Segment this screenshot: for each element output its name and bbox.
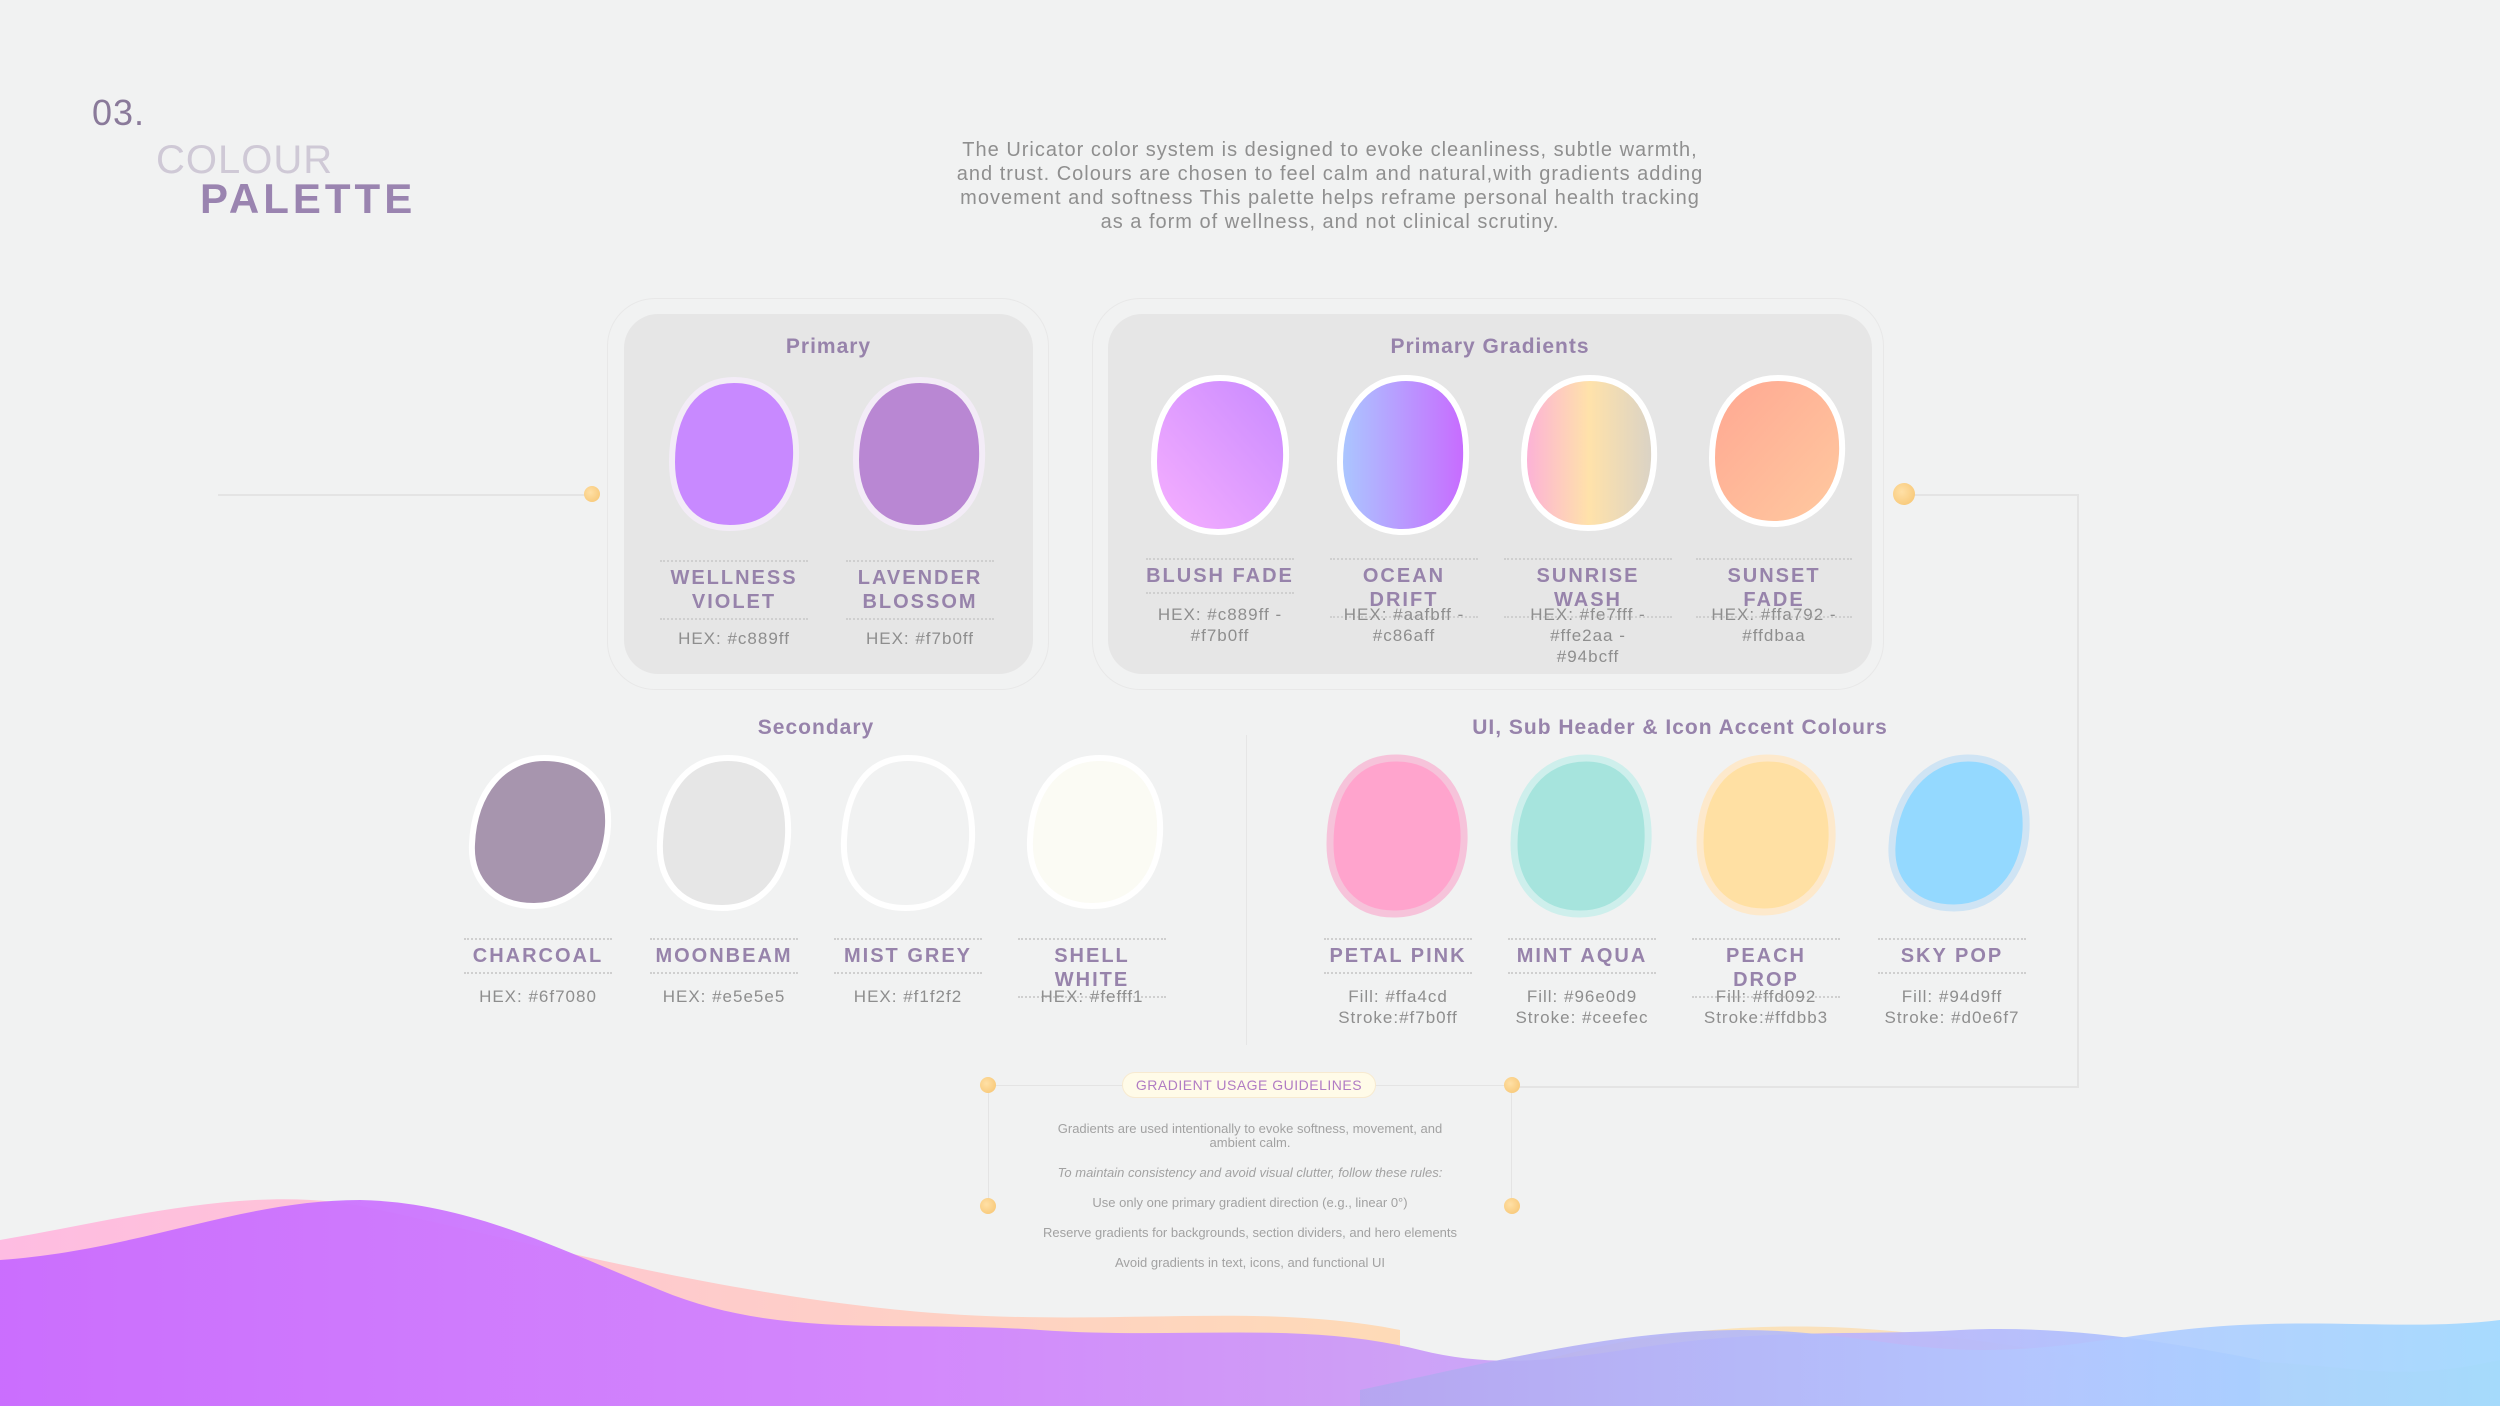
swatch-hex: HEX: #c889ff: [678, 629, 790, 648]
title-colour: COLOUR: [156, 138, 334, 182]
mint-aqua-swatch: [1510, 754, 1652, 918]
wellness-violet-swatch: [668, 376, 800, 532]
connector-dot: [1893, 483, 1915, 505]
shell-white-swatch: [1026, 754, 1164, 910]
primary-title: Primary: [785, 335, 872, 358]
ocean-drift-swatch: [1336, 374, 1470, 536]
guide-corner-dot: [1504, 1077, 1520, 1093]
guideline-text: To maintain consistency and avoid visual…: [1057, 1165, 1443, 1180]
hex-line: #ffe2aa -: [1550, 626, 1626, 645]
intro-paragraph: The Uricator color system is designed to…: [800, 138, 1860, 234]
sky-pop-swatch: [1888, 754, 2030, 912]
swatch-hex: Fill: #ffa4cd Stroke:#f7b0ff: [1306, 986, 1490, 1028]
swatch-hex: HEX: #e5e5e5: [662, 987, 786, 1006]
connector-line-left: [218, 494, 588, 496]
swatch-name: MINT AQUA: [1508, 938, 1656, 974]
intro-line: as a form of wellness, and not clinical …: [1100, 211, 1560, 233]
sunset-fade-swatch: [1708, 374, 1846, 528]
hex-line: #94bcff: [1556, 647, 1620, 666]
divider-vertical: [1246, 735, 1247, 1045]
swatch-hex: HEX: #c889ff - #f7b0ff: [1130, 604, 1310, 646]
swatch-name: SUNSET FADE: [1696, 558, 1852, 618]
swatch-name: MOONBEAM: [650, 938, 798, 974]
hex-line: #f7b0ff: [1190, 626, 1250, 645]
guideline-text: Use only one primary gradient direction …: [1092, 1195, 1408, 1210]
guideline-text: Avoid gradients in text, icons, and func…: [1114, 1255, 1386, 1270]
connector-line-bottom: [1510, 1086, 2078, 1088]
blush-fade-swatch: [1150, 374, 1290, 536]
mist-grey-swatch: [840, 754, 976, 912]
intro-line: and trust. Colours are chosen to feel ca…: [956, 163, 1704, 185]
intro-line: The Uricator color system is designed to…: [962, 139, 1698, 161]
swatch-name: PEACH DROP: [1692, 938, 1840, 998]
hex-line: HEX: #fe7fff -: [1530, 605, 1646, 624]
guideline-text: ambient calm.: [1209, 1135, 1291, 1150]
swatch-hex: Fill: #94d9ff Stroke: #d0e6f7: [1860, 986, 2044, 1028]
swatch-name: BLUSH FADE: [1146, 558, 1294, 594]
hex-line: Fill: #94d9ff: [1901, 987, 2003, 1006]
swatch-name: PETAL PINK: [1324, 938, 1472, 974]
hex-line: #ffdbaa: [1742, 626, 1806, 645]
sunrise-wash-swatch: [1520, 374, 1658, 532]
guidelines-title: GRADIENT USAGE GUIDELINES: [1122, 1072, 1376, 1098]
hex-line: HEX: #c889ff -: [1157, 605, 1283, 624]
guide-corner-dot: [1504, 1198, 1520, 1214]
hex-line: #c86aff: [1372, 626, 1436, 645]
title-palette: PALETTE: [200, 175, 417, 222]
swatch-name-line: VIOLET: [691, 591, 777, 613]
charcoal-swatch: [468, 754, 612, 910]
swatch-name: OCEAN DRIFT: [1330, 558, 1478, 618]
section-number: 03.: [92, 92, 146, 133]
hex-line: Stroke: #d0e6f7: [1884, 1008, 2020, 1027]
swatch-hex: HEX: #f1f2f2: [853, 987, 963, 1006]
swatch-hex: HEX: #f7b0ff: [865, 629, 975, 648]
swatch-name: SHELL WHITE: [1018, 938, 1166, 998]
swatch-hex: Fill: #96e0d9 Stroke: #ceefec: [1490, 986, 1674, 1028]
moonbeam-swatch: [656, 754, 792, 912]
guide-frame-left: [988, 1085, 989, 1207]
guide-corner-dot: [980, 1198, 996, 1214]
hex-line: HEX: #ffa792 -: [1711, 605, 1837, 624]
connector-line-right-vertical: [2077, 494, 2079, 1088]
guideline-text: Gradients are used intentionally to evok…: [1057, 1121, 1443, 1136]
swatch-hex: Fill: #ffd092 Stroke:#ffdbb3: [1674, 986, 1858, 1028]
swatch-hex: HEX: #6f7080: [479, 987, 597, 1006]
hex-line: HEX: #aafbff -: [1343, 605, 1465, 624]
decorative-waves: [0, 1199, 2500, 1406]
petal-pink-swatch: [1326, 754, 1468, 918]
swatch-hex: HEX: #fefff1: [1040, 987, 1144, 1006]
guide-corner-dot: [980, 1077, 996, 1093]
swatch-hex: HEX: #ffa792 - #ffdbaa: [1684, 604, 1864, 646]
peach-drop-swatch: [1696, 754, 1836, 916]
intro-line: movement and softness This palette helps…: [960, 187, 1700, 209]
hex-line: Fill: #96e0d9: [1526, 987, 1638, 1006]
swatch-name: CHARCOAL: [464, 938, 612, 974]
hex-line: Stroke:#ffdbb3: [1703, 1008, 1829, 1027]
swatch-name: LAVENDER BLOSSOM: [846, 560, 994, 620]
swatch-name-line: WELLNESS: [670, 567, 798, 589]
guideline-text: Reserve gradients for backgrounds, secti…: [1042, 1225, 1458, 1240]
swatch-name: SUNRISE WASH: [1504, 558, 1672, 618]
hex-line: Stroke:#f7b0ff: [1338, 1008, 1458, 1027]
swatch-name: SKY POP: [1878, 938, 2026, 974]
gradients-panel-frame: [1092, 298, 1884, 690]
swatch-name: MIST GREY: [834, 938, 982, 974]
swatch-name: WELLNESS VIOLET: [660, 560, 808, 620]
hex-line: Fill: #ffd092: [1715, 987, 1817, 1006]
lavender-blossom-swatch: [852, 376, 986, 532]
accent-title: UI, Sub Header & Icon Accent Colours: [1472, 716, 1888, 739]
guide-frame-right: [1511, 1085, 1512, 1207]
gradients-title: Primary Gradients: [1390, 335, 1590, 358]
connector-dot: [584, 486, 600, 502]
hex-line: Fill: #ffa4cd: [1348, 987, 1448, 1006]
connector-line-right: [1900, 494, 2078, 496]
hex-line: Stroke: #ceefec: [1515, 1008, 1649, 1027]
swatch-name-line: LAVENDER: [857, 567, 983, 589]
secondary-title: Secondary: [757, 716, 875, 739]
primary-panel-frame: [607, 298, 1049, 690]
swatch-hex: HEX: #aafbff - #c86aff: [1314, 604, 1494, 646]
swatch-name-line: BLOSSOM: [862, 591, 978, 613]
swatch-hex: HEX: #fe7fff - #ffe2aa - #94bcff: [1498, 604, 1678, 667]
